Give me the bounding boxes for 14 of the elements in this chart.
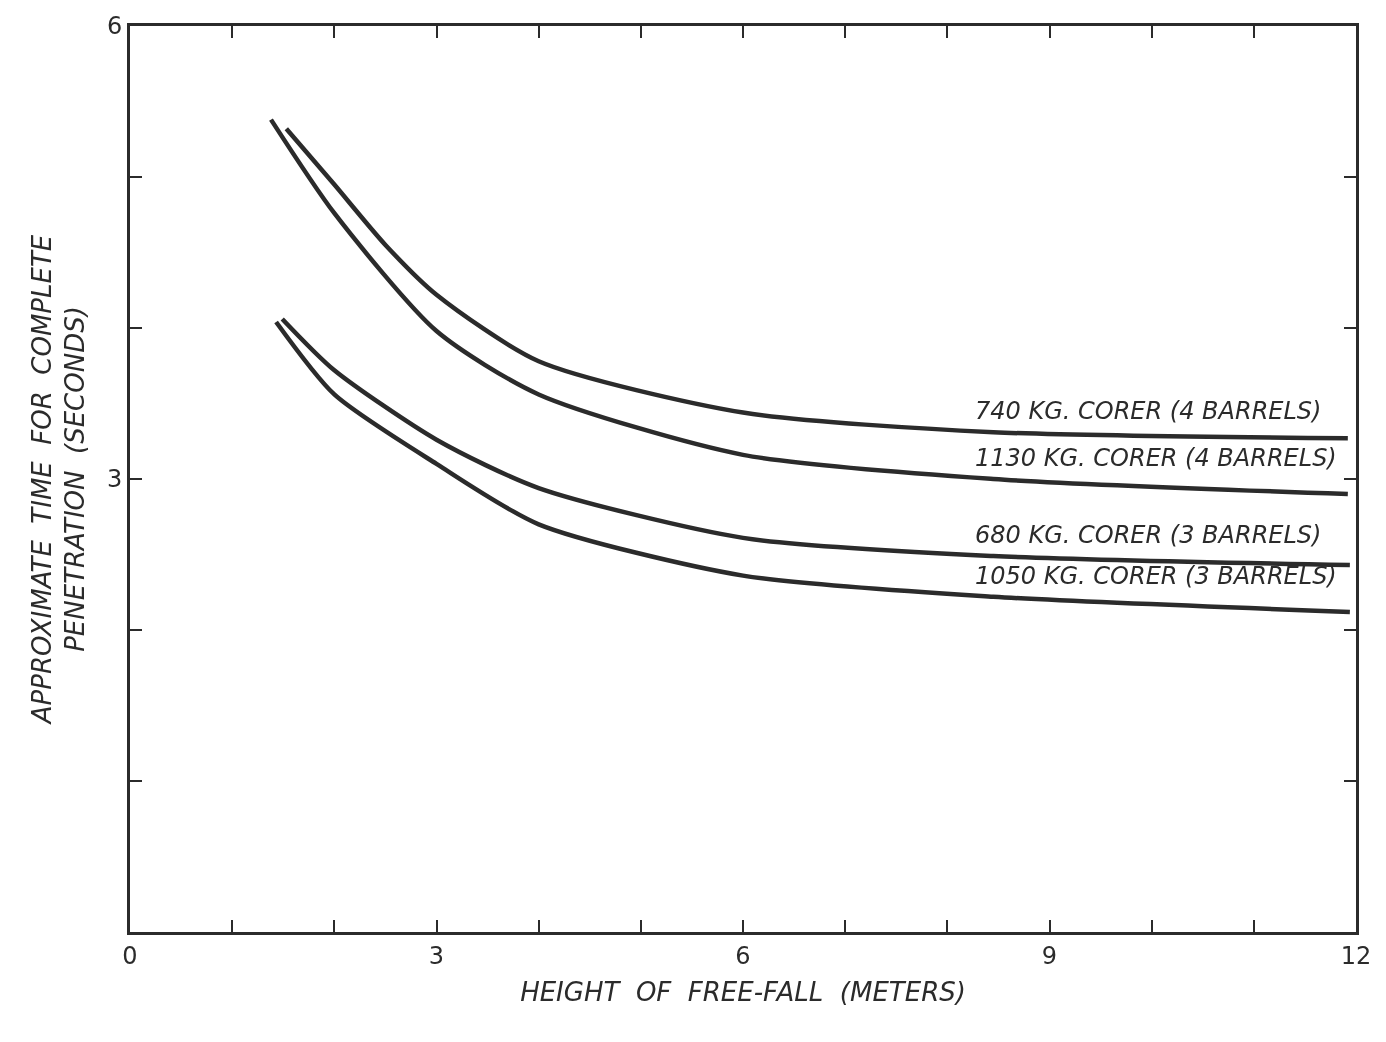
x-axis-title: HEIGHT OF FREE-FALL (METERS) xyxy=(520,977,966,1008)
line-series xyxy=(284,126,1351,441)
x-tick-label: 9 xyxy=(1041,941,1058,970)
line-series xyxy=(273,319,1353,615)
line-series xyxy=(268,117,1351,497)
x-tick-label: 3 xyxy=(428,941,445,970)
series-label: 1130 KG. CORER (4 BARRELS) xyxy=(975,444,1337,472)
x-tick-label: 6 xyxy=(735,941,751,970)
series-label: 1050 KG. CORER (3 BARRELS) xyxy=(975,562,1337,590)
series-label: 740 KG. CORER (4 BARRELS) xyxy=(975,397,1322,425)
series-label: 680 KG. CORER (3 BARRELS) xyxy=(975,521,1322,549)
x-tick-label: 0 xyxy=(122,941,138,970)
x-tick-label: 12 xyxy=(1340,941,1372,970)
y-axis-title: APPROXIMATE TIME FOR COMPLETE PENETRATION (SECONDS) xyxy=(26,234,91,726)
